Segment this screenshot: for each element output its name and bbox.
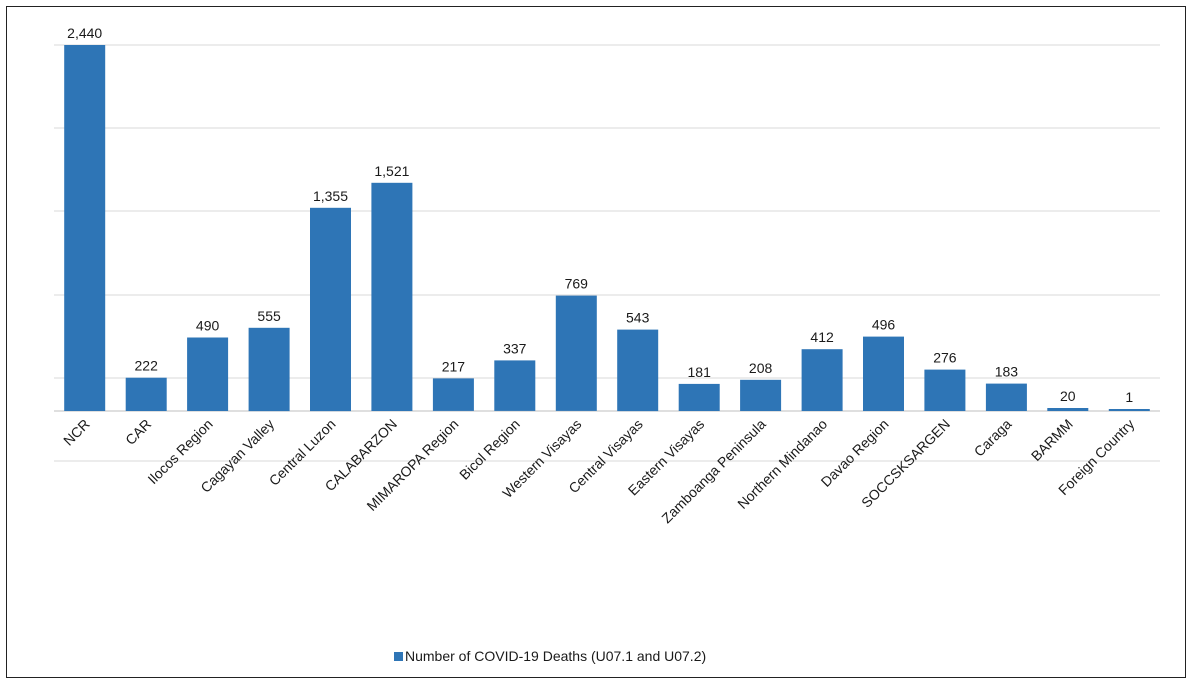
bar-value-label: 222 bbox=[135, 358, 159, 374]
bar-value-label: 555 bbox=[257, 308, 281, 324]
bar-value-label: 543 bbox=[626, 310, 650, 326]
legend-swatch bbox=[394, 652, 403, 661]
bar bbox=[310, 207, 351, 412]
category-label: Bicol Region bbox=[456, 416, 523, 483]
bars bbox=[64, 45, 1150, 412]
data-labels: 2,440 222 490 555 1,355 1,521 217 337 769 543 181 2… bbox=[67, 25, 1133, 405]
bar bbox=[863, 336, 904, 411]
bar bbox=[555, 295, 597, 411]
bar bbox=[125, 377, 167, 411]
bar-value-label: 183 bbox=[995, 364, 1019, 380]
bar-value-label: 20 bbox=[1060, 388, 1076, 404]
bar-value-label: 2,440 bbox=[67, 25, 102, 41]
bar-value-label: 276 bbox=[933, 350, 957, 366]
bar-value-label: 490 bbox=[196, 318, 220, 334]
bar-value-label: 208 bbox=[749, 360, 773, 376]
bar-chart: 2,440 222 490 555 1,355 1,521 217 337 769 543 181 2… bbox=[54, 25, 1160, 664]
bar-value-label: 337 bbox=[503, 340, 527, 356]
bar bbox=[494, 360, 536, 411]
bar bbox=[740, 379, 782, 411]
bar-value-label: 412 bbox=[810, 329, 834, 345]
bar bbox=[985, 383, 1027, 411]
bar bbox=[432, 378, 474, 411]
bar-value-label: 181 bbox=[688, 364, 712, 380]
bar bbox=[924, 369, 966, 411]
chart-frame: 2,440 222 490 555 1,355 1,521 217 337 769 543 181 2… bbox=[6, 6, 1186, 678]
category-label: NCR bbox=[60, 416, 93, 449]
bar-value-label: 217 bbox=[442, 358, 466, 374]
bar bbox=[1047, 408, 1089, 411]
bar-value-label: 1 bbox=[1125, 389, 1133, 405]
category-label: CAR bbox=[122, 416, 154, 448]
bar-value-label: 1,521 bbox=[374, 163, 409, 179]
bar-value-label: 1,355 bbox=[313, 188, 348, 204]
category-label: Zamboanga Peninsula bbox=[658, 416, 769, 527]
gridlines bbox=[54, 44, 1160, 462]
category-label: BARMM bbox=[1028, 416, 1076, 464]
bar bbox=[1108, 409, 1150, 411]
bar-value-label: 769 bbox=[565, 276, 589, 292]
bar bbox=[801, 349, 843, 411]
bar-value-label: 496 bbox=[872, 317, 896, 333]
category-label: Caraga bbox=[971, 416, 1015, 460]
bar bbox=[371, 182, 413, 411]
legend-label: Number of COVID-19 Deaths (U07.1 and U07… bbox=[405, 648, 706, 664]
bar bbox=[678, 383, 720, 411]
bar bbox=[187, 337, 229, 411]
bar bbox=[64, 45, 106, 411]
legend: Number of COVID-19 Deaths (U07.1 and U07… bbox=[394, 648, 706, 664]
bar bbox=[617, 329, 659, 412]
bar bbox=[248, 327, 290, 412]
